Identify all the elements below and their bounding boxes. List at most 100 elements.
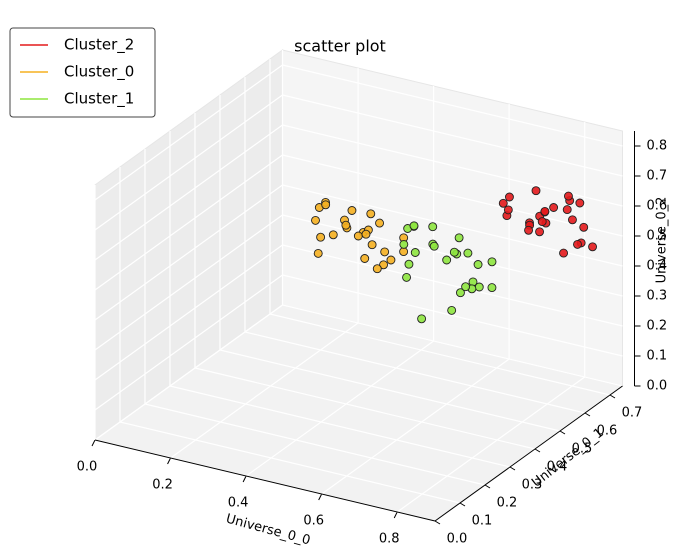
z-tick-label: 0.6: [647, 199, 668, 214]
y-tick: [609, 394, 616, 399]
grid-line: [94, 124, 283, 261]
grid-line: [219, 349, 561, 432]
point: [353, 231, 363, 241]
y-tick-label: 0.7: [622, 406, 643, 421]
point: [347, 206, 357, 215]
x-axis-label: Universe_0_0: [224, 512, 312, 549]
z-tick-label: 0.5: [647, 229, 668, 244]
y-tick: [509, 466, 516, 471]
grid-line: [94, 64, 283, 201]
point: [428, 222, 438, 232]
grid-line: [282, 154, 623, 237]
grid-line: [194, 367, 536, 450]
point: [575, 198, 585, 208]
y-tick-label: 0.3: [522, 478, 543, 493]
chart-title: scatter plot: [294, 37, 386, 56]
z-tick-label: 0.0: [647, 379, 668, 394]
point: [463, 248, 473, 258]
point: [567, 215, 577, 225]
point: [559, 248, 569, 258]
point: [487, 283, 497, 293]
point: [328, 230, 338, 240]
point: [535, 227, 545, 237]
point: [316, 232, 326, 242]
y-tick-label: 0.5: [572, 442, 593, 457]
y-tick-label: 0.6: [597, 424, 618, 439]
point: [442, 255, 452, 265]
point: [399, 239, 409, 249]
z-tick-label: 0.3: [647, 289, 668, 304]
point: [429, 241, 439, 251]
x-tick-label: 0.8: [379, 532, 400, 547]
grid-line: [94, 244, 283, 381]
point: [588, 242, 598, 252]
y-tick: [559, 430, 566, 435]
y-tick: [484, 484, 491, 489]
grid-line: [94, 154, 283, 291]
point: [404, 259, 414, 269]
point: [563, 191, 573, 201]
point: [386, 255, 396, 265]
z-axis-label: Universe_0_2: [655, 197, 670, 284]
point: [321, 200, 331, 210]
point: [313, 248, 323, 258]
point: [311, 215, 320, 225]
y-tick: [534, 448, 541, 453]
point: [372, 264, 382, 274]
grid-line: [94, 214, 283, 351]
point: [447, 305, 457, 315]
x-tick: [393, 511, 398, 519]
x-tick-label: 0.6: [303, 514, 324, 529]
y-tick: [434, 520, 441, 525]
point: [409, 221, 419, 231]
y-tick-label: 0.4: [547, 460, 568, 475]
point: [341, 220, 351, 230]
y-tick: [584, 412, 591, 417]
point: [498, 198, 508, 208]
point: [549, 203, 559, 212]
legend-box: [9, 27, 156, 118]
grid-line: [169, 385, 511, 468]
z-tick-label: 0.7: [647, 169, 668, 184]
z-tick-label: 0.2: [647, 319, 668, 334]
y-tick-label: 0.2: [497, 496, 518, 511]
grid-line: [282, 64, 623, 147]
x-tick-label: 0.2: [152, 478, 173, 493]
point: [455, 288, 465, 298]
point: [449, 247, 459, 257]
point: [579, 222, 589, 232]
y-tick-label: 0.1: [472, 514, 493, 529]
point: [540, 206, 550, 216]
grid-line: [282, 274, 623, 357]
z-tick-label: 0.8: [647, 139, 668, 154]
point: [367, 240, 377, 250]
point: [417, 314, 427, 324]
point: [380, 247, 390, 257]
point: [524, 225, 534, 235]
point: [375, 218, 385, 228]
grid-line: [94, 184, 283, 321]
point: [503, 205, 513, 215]
grid-line: [94, 304, 283, 441]
point: [402, 272, 412, 282]
grid-line: [94, 274, 283, 411]
grid-line: [94, 94, 283, 231]
point: [474, 282, 484, 292]
legend: Cluster_2 Cluster_0 Cluster_1: [9, 27, 156, 118]
point: [361, 229, 371, 239]
point: [454, 233, 464, 243]
point: [562, 205, 572, 215]
y-tick: [459, 502, 466, 507]
grid-line: [269, 313, 611, 396]
point: [487, 257, 497, 267]
point: [360, 254, 370, 263]
z-tick-label: 0.4: [647, 259, 668, 274]
x-tick: [318, 493, 323, 501]
point: [379, 260, 389, 270]
grid-line: [245, 340, 434, 477]
y-axis: [434, 385, 623, 522]
grid-line: [321, 358, 510, 495]
point: [531, 186, 541, 196]
x-tick: [91, 439, 96, 447]
